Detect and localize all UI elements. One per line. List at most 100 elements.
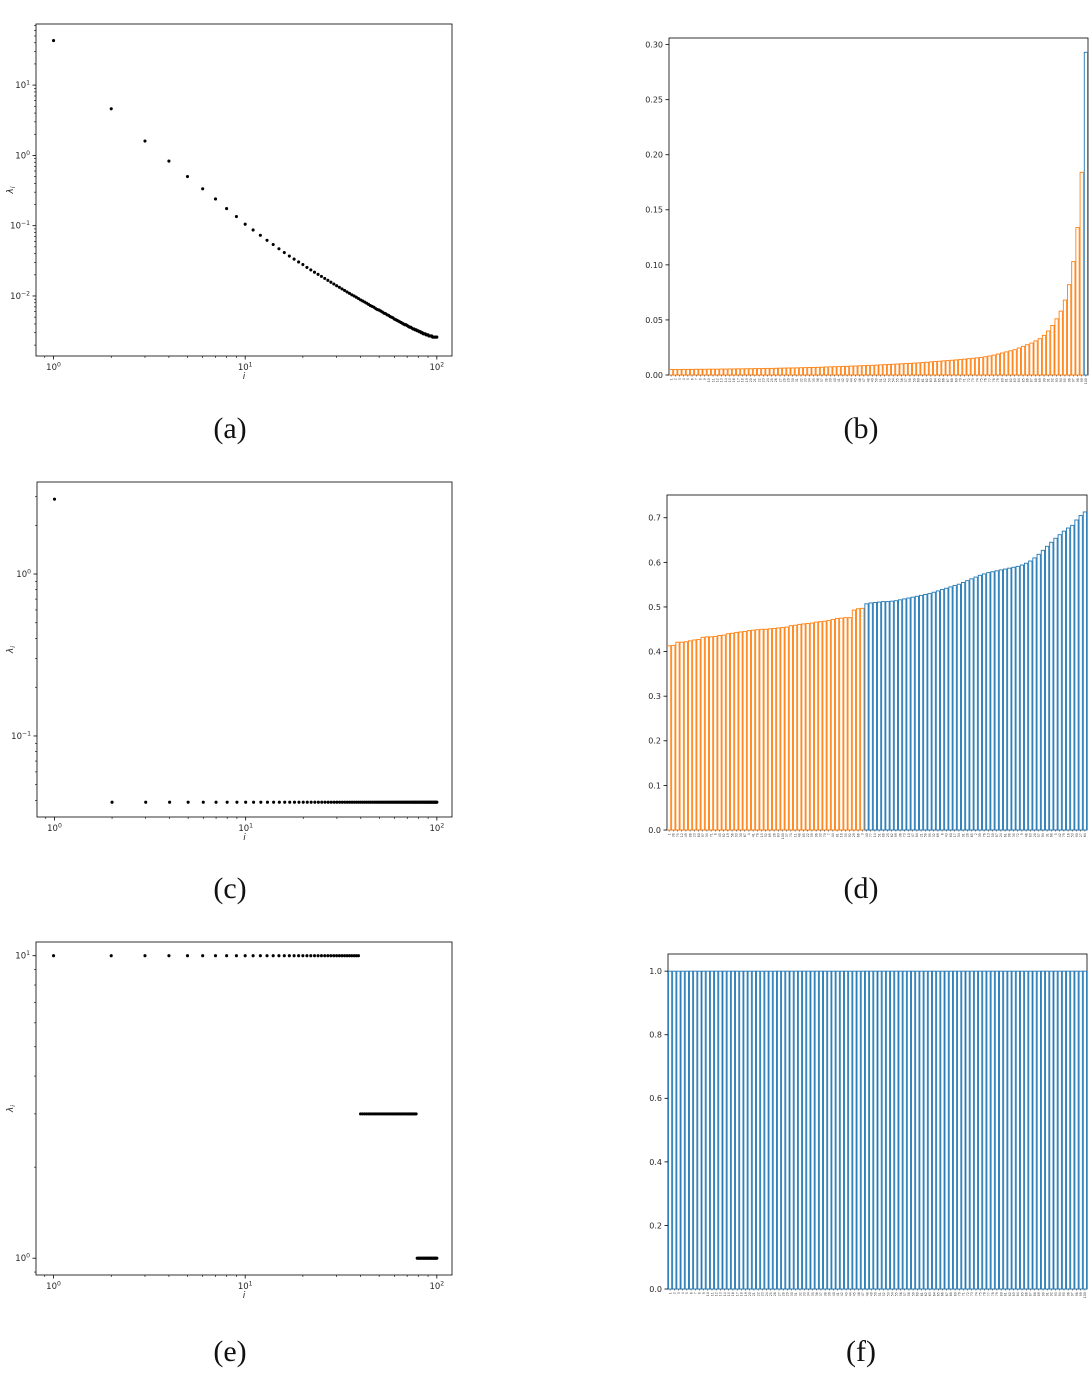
svg-text:99: 99	[894, 833, 898, 837]
svg-text:84: 84	[1016, 1292, 1020, 1296]
svg-text:68: 68	[949, 1292, 953, 1296]
svg-text:61: 61	[921, 378, 925, 382]
svg-text:64: 64	[932, 1292, 936, 1296]
svg-text:57: 57	[1037, 833, 1041, 837]
svg-text:70: 70	[823, 833, 827, 837]
svg-text:12: 12	[715, 378, 719, 382]
svg-text:2: 2	[974, 833, 978, 835]
svg-text:21: 21	[919, 833, 923, 837]
svg-text:29: 29	[787, 378, 791, 382]
svg-text:15: 15	[760, 833, 764, 837]
svg-text:86: 86	[1026, 378, 1030, 382]
svg-text:91: 91	[1047, 378, 1051, 382]
svg-text:86: 86	[688, 833, 692, 837]
caption-a: (a)	[213, 412, 247, 445]
svg-text:25: 25	[769, 1292, 773, 1296]
svg-text:100: 100	[16, 568, 31, 580]
svg-text:22: 22	[806, 833, 810, 837]
bars	[667, 511, 1087, 831]
svg-text:24: 24	[765, 1292, 769, 1296]
svg-text:44: 44	[850, 378, 854, 382]
svg-text:27: 27	[778, 378, 782, 382]
caption-c: (c)	[213, 872, 247, 905]
svg-text:71: 71	[963, 378, 967, 382]
svg-text:57: 57	[903, 1292, 907, 1296]
svg-text:45: 45	[853, 1292, 857, 1296]
svg-text:78: 78	[991, 1292, 995, 1296]
svg-text:1: 1	[667, 833, 671, 835]
svg-text:99: 99	[1079, 1292, 1083, 1296]
svg-text:100: 100	[15, 150, 30, 162]
svg-text:20: 20	[748, 1292, 752, 1296]
svg-text:94: 94	[1041, 833, 1045, 837]
svg-text:15: 15	[727, 1292, 731, 1296]
svg-text:81: 81	[1005, 378, 1009, 382]
svg-text:49: 49	[870, 1292, 874, 1296]
scatter-points	[51, 39, 439, 339]
svg-text:49: 49	[871, 378, 875, 382]
svg-text:42: 42	[841, 378, 845, 382]
svg-text:101: 101	[238, 361, 253, 373]
svg-text:0.4: 0.4	[648, 647, 661, 656]
svg-text:22: 22	[756, 1292, 760, 1296]
svg-text:13: 13	[720, 378, 724, 382]
svg-text:88: 88	[882, 833, 886, 837]
svg-text:47: 47	[862, 378, 866, 382]
chart-panel-e-eigenvalue-scatter: 100 101 102 101 100 i λi	[6, 941, 453, 1301]
svg-text:53: 53	[887, 378, 891, 382]
svg-text:33: 33	[819, 833, 823, 837]
svg-text:6: 6	[690, 378, 694, 380]
svg-text:100: 100	[46, 1280, 61, 1292]
svg-text:51: 51	[878, 1292, 882, 1296]
y-axis-label: λi	[6, 186, 17, 194]
svg-text:18: 18	[741, 378, 745, 382]
chart-panel-c-eigenvalue-scatter: 100 101 102 100 10−1 i λi	[6, 481, 453, 843]
svg-text:10−1: 10−1	[11, 730, 31, 742]
x-axis-ticks: 100 101 102	[44, 1275, 444, 1292]
x-axis-tick-labels: 1 38 75 12 49 86 23 60 97 34 71 8 45 82 19 56 93 30 67 4 41 7…	[667, 830, 1087, 839]
svg-text:3: 3	[861, 833, 865, 835]
svg-text:36: 36	[816, 378, 820, 382]
svg-text:64: 64	[1083, 833, 1087, 837]
svg-text:32: 32	[799, 378, 803, 382]
svg-text:55: 55	[896, 378, 900, 382]
svg-text:i: i	[243, 372, 246, 382]
scatter-points	[52, 497, 439, 804]
svg-text:41: 41	[836, 1292, 840, 1296]
svg-text:76: 76	[982, 833, 986, 837]
svg-text:73: 73	[903, 833, 907, 837]
svg-text:78: 78	[756, 833, 760, 837]
svg-text:58: 58	[908, 378, 912, 382]
svg-text:71: 71	[709, 833, 713, 837]
y-axis-ticks: 0.0 0.2 0.4 0.6 0.8 1.0	[649, 967, 668, 1294]
svg-text:92: 92	[1051, 378, 1055, 382]
svg-text:23: 23	[761, 1292, 765, 1296]
svg-text:33: 33	[803, 378, 807, 382]
svg-text:14: 14	[873, 833, 877, 837]
svg-text:51: 51	[877, 833, 881, 837]
svg-text:96: 96	[1067, 378, 1071, 382]
svg-text:85: 85	[802, 833, 806, 837]
svg-text:7: 7	[694, 1292, 698, 1294]
svg-text:50: 50	[991, 833, 995, 837]
svg-text:0.00: 0.00	[645, 371, 663, 380]
svg-text:66: 66	[941, 1292, 945, 1296]
svg-text:0.8: 0.8	[649, 1031, 662, 1040]
svg-text:87: 87	[1029, 1292, 1033, 1296]
svg-text:91: 91	[1046, 1292, 1050, 1296]
svg-text:10−2: 10−2	[10, 290, 30, 302]
svg-text:0.25: 0.25	[645, 96, 663, 105]
svg-text:16: 16	[732, 378, 736, 382]
svg-text:60: 60	[697, 833, 701, 837]
svg-text:2: 2	[674, 378, 678, 380]
svg-text:10: 10	[707, 378, 711, 382]
svg-text:72: 72	[966, 1292, 970, 1296]
svg-text:1: 1	[669, 378, 673, 380]
svg-text:12: 12	[680, 833, 684, 837]
svg-text:38: 38	[824, 378, 828, 382]
svg-text:60: 60	[916, 1292, 920, 1296]
svg-text:36: 36	[815, 1292, 819, 1296]
svg-text:82: 82	[722, 833, 726, 837]
svg-text:λi: λi	[6, 646, 17, 654]
y-axis-ticks: 101 100	[15, 950, 36, 1273]
